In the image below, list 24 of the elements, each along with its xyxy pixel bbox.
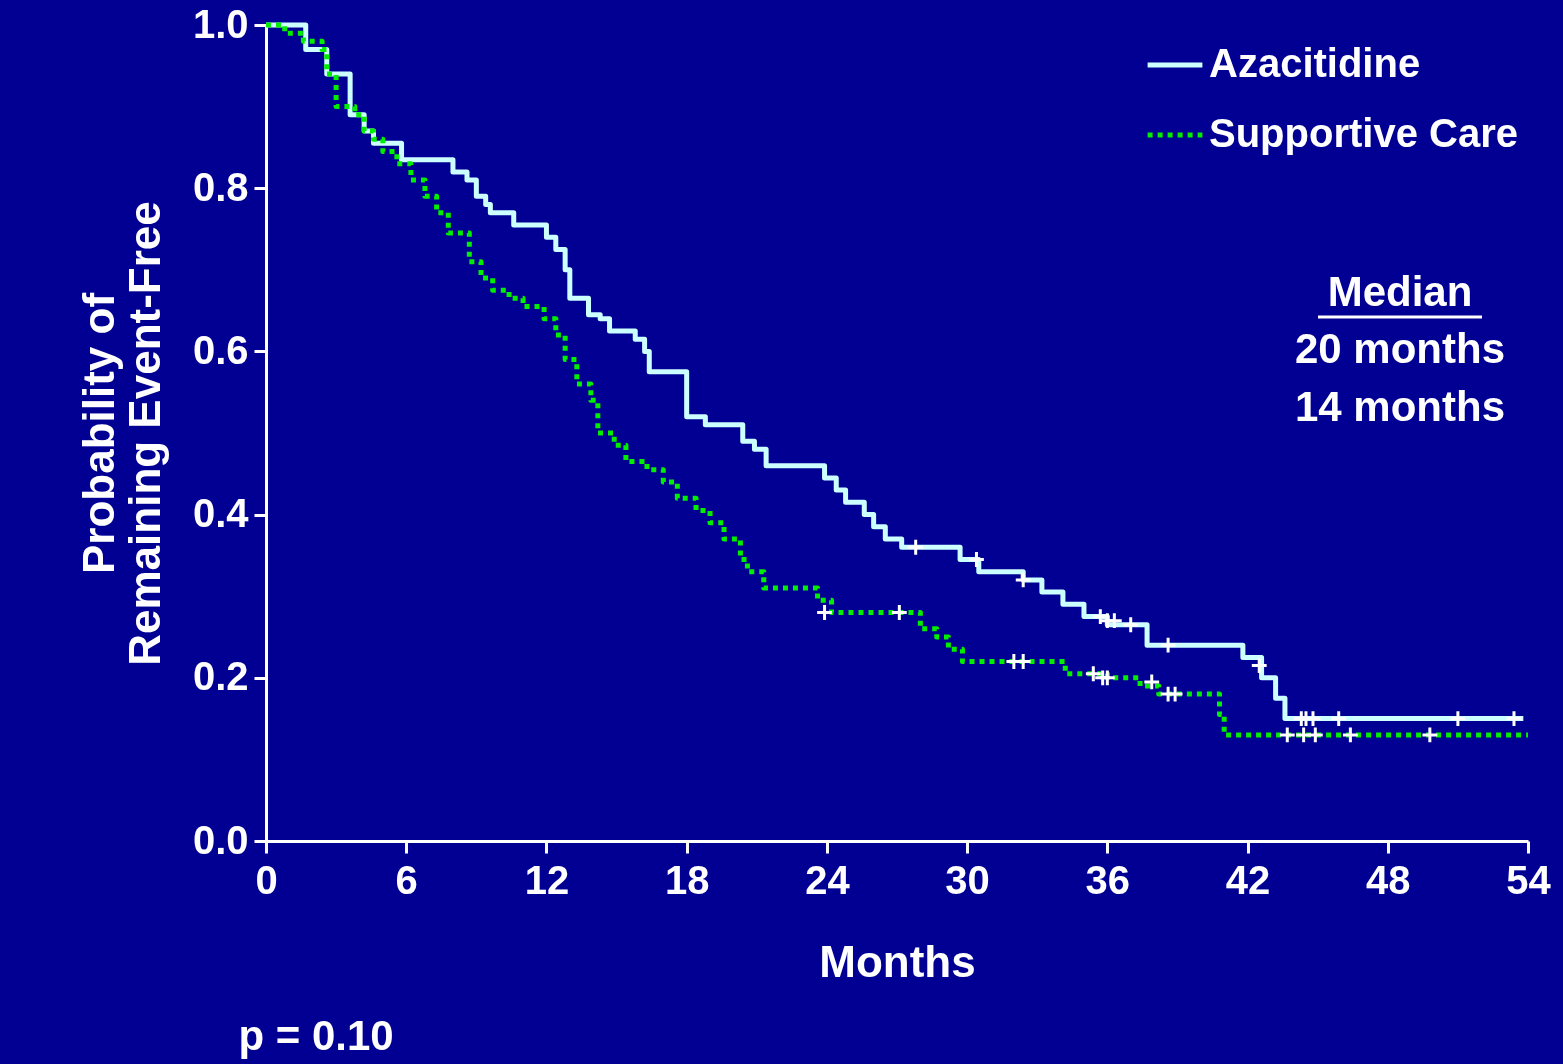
y-tick-label: 0.4 — [192, 491, 250, 536]
x-tick-label: 54 — [1506, 857, 1552, 902]
y-axis-title: Probability of Remaining Event-Free — [73, 201, 169, 666]
legend-label: Azacitidine — [1209, 41, 1421, 85]
x-tick-label: 12 — [524, 857, 570, 902]
x-axis-title: Months — [819, 936, 976, 986]
x-tick-label: 18 — [664, 857, 710, 902]
text: p = 0.10 — [238, 1012, 394, 1059]
annotation: 14 months — [1294, 383, 1506, 430]
x-tick-label: 48 — [1366, 857, 1411, 902]
y-tick-label: 1.0 — [192, 1, 249, 46]
y-tick-label: 0.8 — [192, 164, 249, 209]
x-tick-label: 30 — [945, 857, 990, 902]
x-tick-label: 36 — [1085, 857, 1131, 902]
x-tick-label: 6 — [395, 857, 418, 902]
y-tick-label: 0.6 — [192, 327, 249, 372]
annotation: 20 months — [1294, 325, 1506, 372]
y-tick-label: 0.2 — [192, 654, 249, 699]
annotation: Median — [1327, 268, 1473, 315]
x-tick-label: 24 — [805, 857, 851, 902]
x-tick-label: 0 — [255, 857, 278, 902]
legend-label: Supportive Care — [1209, 111, 1518, 155]
x-tick-label: 42 — [1225, 857, 1271, 902]
y-tick-label: 0.0 — [192, 817, 249, 862]
